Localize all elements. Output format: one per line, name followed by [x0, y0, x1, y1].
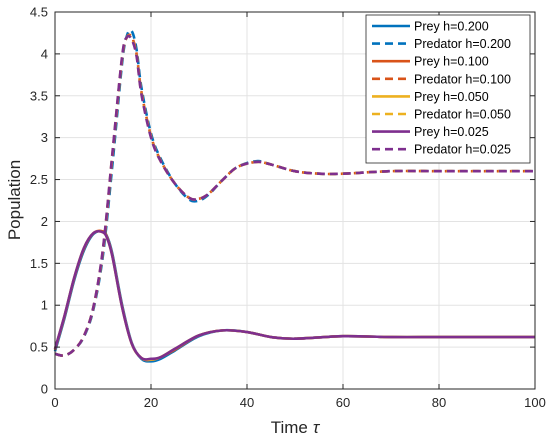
x-axis-label-symbol: τ: [313, 418, 321, 437]
x-tick-label: 0: [51, 395, 58, 410]
y-tick-label: 1.5: [30, 256, 48, 271]
series-line-predator-h-0-025: [54, 34, 535, 357]
x-tick-label: 40: [240, 395, 254, 410]
grid: [54, 11, 536, 390]
y-tick-label: 3: [41, 130, 48, 145]
y-tick-label: 4: [41, 46, 48, 61]
y-tick-label: 2.5: [30, 172, 48, 187]
tick-labels: 0 20 40 60 80 100 0 0.5 1 1.5 2 2.5 3 3.5 4 4.5: [30, 5, 546, 411]
legend-label-predator-h-0-100: Predator h=0.100: [414, 72, 511, 86]
legend-label-prey-h-0-050: Prey h=0.050: [414, 90, 489, 104]
legend-label-prey-h-0-025: Prey h=0.025: [414, 125, 489, 139]
legend-label-predator-h-0-050: Predator h=0.050: [414, 108, 511, 122]
series-layer: [53, 28, 535, 363]
y-tick-label: 4.5: [30, 5, 48, 20]
y-tick-label: 0: [41, 382, 48, 397]
legend-label-predator-h-0-025: Predator h=0.025: [414, 143, 511, 157]
y-tick-label: 0.5: [30, 340, 48, 355]
y-tick-label: 1: [41, 298, 48, 313]
y-tick-label: 3.5: [30, 88, 48, 103]
x-axis-label-text: Time: [271, 418, 308, 437]
series-line-prey-h-0-025: [53, 230, 535, 361]
x-tick-label: 60: [336, 395, 350, 410]
legend-label-prey-h-0-200: Prey h=0.200: [414, 20, 489, 34]
x-tick-label: 20: [144, 395, 158, 410]
x-axis-label: Time τ: [271, 418, 321, 437]
x-tick-label: 100: [524, 395, 546, 410]
ticks: [54, 11, 536, 390]
plot-frame: [54, 11, 536, 390]
legend-box: [365, 14, 531, 164]
y-tick-label: 2: [41, 214, 48, 229]
y-axis-label: Population: [5, 160, 24, 240]
legend-label-prey-h-0-100: Prey h=0.100: [414, 55, 489, 69]
legend: Prey h=0.200 Predator h=0.200 Prey h=0.100…: [365, 14, 531, 164]
legend-label-predator-h-0-200: Predator h=0.200: [414, 37, 511, 51]
x-tick-label: 80: [432, 395, 446, 410]
